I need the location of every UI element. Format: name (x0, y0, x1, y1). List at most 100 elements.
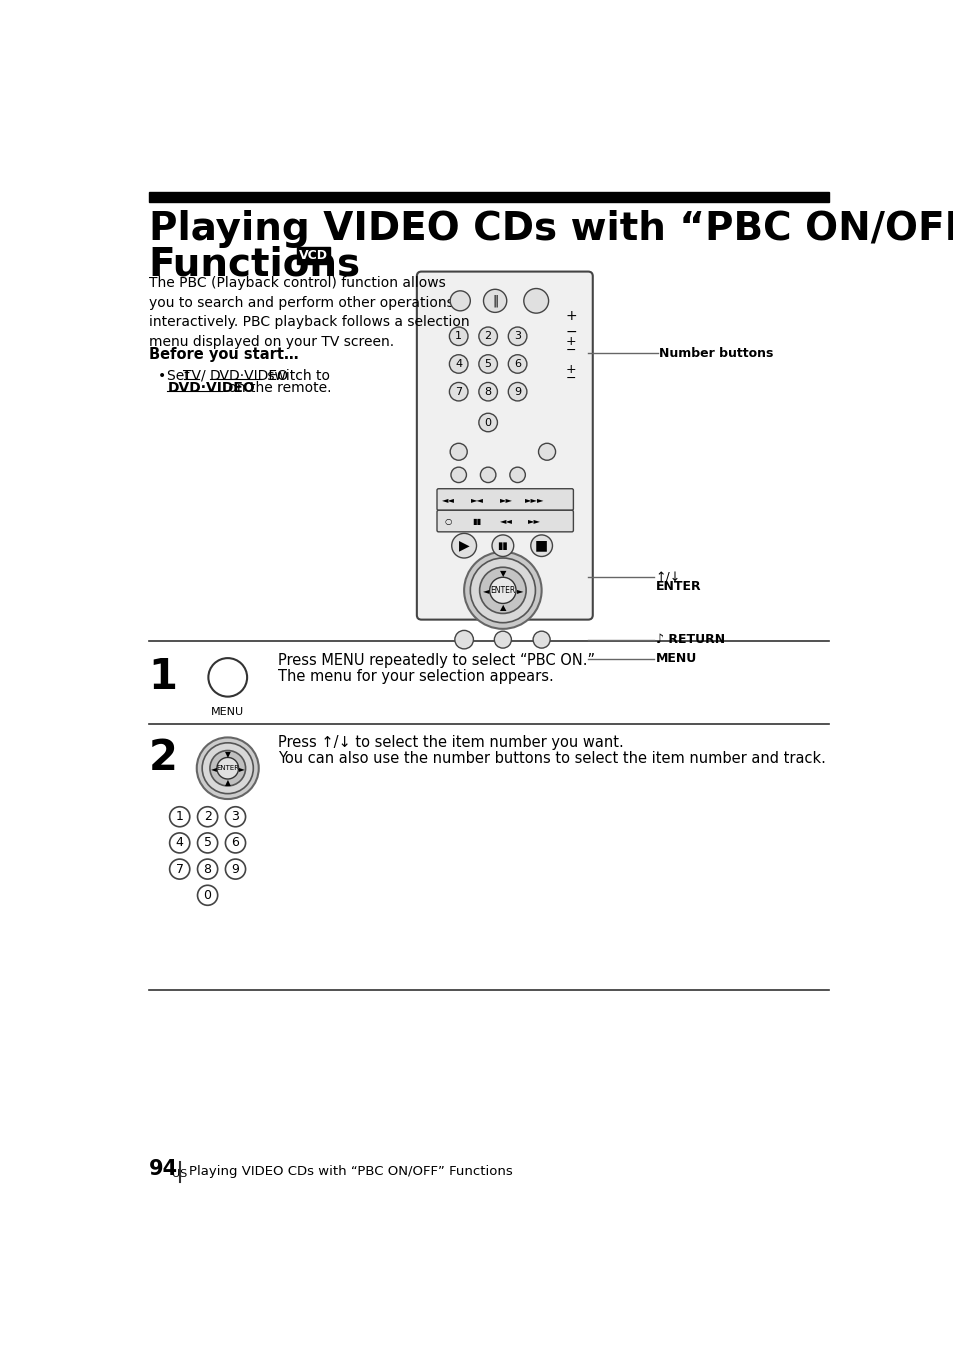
Circle shape (449, 383, 468, 402)
Text: ○: ○ (444, 516, 452, 526)
Text: ►: ► (517, 585, 522, 595)
Text: ■: ■ (535, 538, 548, 553)
Text: 4: 4 (455, 360, 462, 369)
Text: ↑/↓: ↑/↓ (655, 572, 680, 585)
Circle shape (508, 383, 526, 402)
Circle shape (196, 737, 258, 799)
Text: ▮▮: ▮▮ (497, 541, 508, 550)
Circle shape (450, 443, 467, 460)
Text: 1: 1 (149, 656, 177, 698)
Circle shape (197, 807, 217, 827)
Circle shape (451, 468, 466, 483)
Circle shape (478, 327, 497, 346)
Text: 5: 5 (203, 837, 212, 849)
Text: You can also use the number buttons to select the item number and track.: You can also use the number buttons to s… (278, 750, 825, 765)
Text: ►►: ►► (528, 516, 540, 526)
Text: ENTER: ENTER (655, 580, 700, 592)
Circle shape (492, 535, 513, 557)
Circle shape (197, 859, 217, 879)
Circle shape (470, 558, 535, 623)
Text: ►: ► (238, 764, 244, 773)
Text: 6: 6 (514, 360, 520, 369)
Text: 9: 9 (514, 387, 520, 396)
Text: +: + (565, 335, 576, 349)
Circle shape (452, 534, 476, 558)
Text: •: • (158, 369, 166, 383)
Text: 0: 0 (484, 418, 491, 427)
Circle shape (489, 577, 516, 603)
Text: Press ↑/↓ to select the item number you want.: Press ↑/↓ to select the item number you … (278, 735, 623, 750)
Text: 8: 8 (484, 387, 491, 396)
Text: ▮▮: ▮▮ (472, 516, 481, 526)
Text: ◄◄: ◄◄ (441, 495, 455, 504)
Circle shape (170, 833, 190, 853)
Circle shape (479, 568, 525, 614)
Bar (297, 247, 330, 264)
Text: 5: 5 (484, 360, 491, 369)
Circle shape (449, 354, 468, 373)
Text: 9: 9 (232, 863, 239, 876)
Text: on the remote.: on the remote. (224, 381, 331, 395)
Text: switch to: switch to (262, 369, 330, 383)
Circle shape (509, 468, 525, 483)
Text: ENTER: ENTER (216, 765, 239, 771)
Text: ◄◄: ◄◄ (499, 516, 512, 526)
FancyBboxPatch shape (416, 272, 592, 619)
Text: US: US (172, 1168, 187, 1179)
Text: 8: 8 (203, 863, 212, 876)
Text: ▶: ▶ (458, 538, 469, 553)
Circle shape (208, 658, 247, 696)
Text: The menu for your selection appears.: The menu for your selection appears. (278, 669, 554, 684)
Text: +: + (565, 310, 577, 323)
Circle shape (202, 742, 253, 794)
Text: ◄: ◄ (482, 585, 489, 595)
Text: MENU: MENU (211, 707, 244, 717)
Text: Functions: Functions (149, 246, 360, 284)
Text: Playing VIDEO CDs with “PBC ON/OFF” Functions: Playing VIDEO CDs with “PBC ON/OFF” Func… (189, 1165, 512, 1178)
Circle shape (225, 833, 245, 853)
Text: Set: Set (167, 369, 194, 383)
Circle shape (530, 535, 552, 557)
Text: ▲: ▲ (225, 777, 231, 787)
Text: TV: TV (183, 369, 200, 383)
Circle shape (455, 630, 473, 649)
Text: ►►: ►► (499, 495, 512, 504)
Text: ◄: ◄ (211, 764, 216, 773)
Text: MENU: MENU (655, 653, 696, 665)
Text: 7: 7 (455, 387, 462, 396)
Text: 1: 1 (175, 810, 183, 823)
Text: ‖: ‖ (492, 295, 497, 307)
Text: ▼: ▼ (225, 750, 231, 758)
Text: 2: 2 (149, 737, 177, 780)
Text: +: + (565, 362, 576, 376)
Text: Before you start…: Before you start… (149, 347, 298, 362)
Circle shape (523, 288, 548, 314)
Circle shape (478, 414, 497, 431)
Circle shape (533, 631, 550, 648)
Circle shape (197, 833, 217, 853)
Circle shape (508, 354, 526, 373)
FancyBboxPatch shape (436, 510, 573, 531)
Circle shape (480, 468, 496, 483)
FancyBboxPatch shape (436, 488, 573, 510)
Text: Number buttons: Number buttons (659, 346, 773, 360)
Text: 1: 1 (455, 331, 461, 341)
Circle shape (216, 757, 238, 779)
Text: 2: 2 (203, 810, 212, 823)
Text: Press MENU repeatedly to select “PBC ON.”: Press MENU repeatedly to select “PBC ON.… (278, 653, 595, 668)
Text: 3: 3 (232, 810, 239, 823)
Text: ▲: ▲ (499, 603, 506, 612)
Text: 7: 7 (175, 863, 184, 876)
Text: /: / (201, 369, 211, 383)
Circle shape (449, 327, 468, 346)
Circle shape (170, 859, 190, 879)
Text: 2: 2 (484, 331, 491, 341)
Circle shape (508, 327, 526, 346)
Text: 4: 4 (175, 837, 183, 849)
Circle shape (483, 289, 506, 312)
Text: ►◄: ►◄ (471, 495, 483, 504)
Text: Playing VIDEO CDs with “PBC ON/OFF”: Playing VIDEO CDs with “PBC ON/OFF” (149, 210, 953, 247)
Text: 94: 94 (149, 1159, 177, 1179)
Circle shape (537, 443, 555, 460)
Text: DVD·VIDEO: DVD·VIDEO (209, 369, 288, 383)
